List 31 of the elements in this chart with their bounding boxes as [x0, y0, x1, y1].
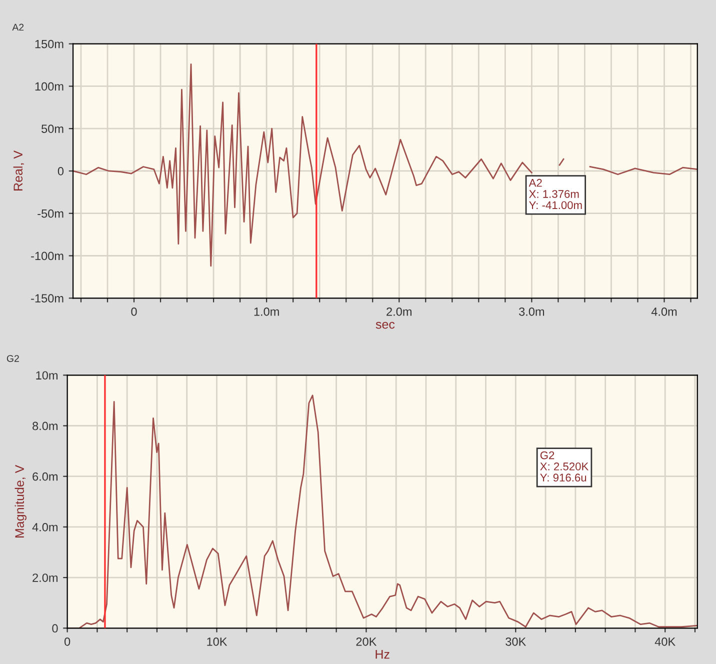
chart-title: G2 [6, 355, 19, 362]
x-tick-label: 1.0m [254, 307, 279, 316]
y-tick-label: -150m [31, 294, 64, 303]
y-tick-label: 6.0m [32, 472, 58, 481]
x-tick-label: 2.0m [386, 307, 412, 316]
y-axis-title: Magnitude, V [14, 464, 26, 538]
x-tick-label: 0 [64, 637, 70, 646]
chart-title: A2 [12, 24, 24, 31]
y-tick-label: 50m [42, 124, 64, 133]
annotation: A2 X: 1.376m Y: -41.00m [528, 178, 582, 210]
y-tick-label: -100m [31, 252, 64, 260]
x-tick-label: 0 [131, 307, 137, 316]
y-tick-label: -50m [38, 209, 64, 218]
y-tick-label: 0 [52, 624, 58, 633]
x-tick-label: 10K [207, 637, 228, 646]
x-tick-label: 4.0m [651, 307, 677, 316]
y-tick-label: 2.0m [32, 574, 58, 582]
x-tick-label: 3.0m [519, 307, 544, 316]
y-axis-title: Real, V [13, 150, 24, 190]
x-axis-title: Hz [376, 650, 390, 659]
x-tick-label: 20K [356, 637, 377, 646]
x-tick-label: 40K [654, 637, 676, 646]
y-tick-label: 4.0m [32, 522, 58, 532]
y-tick-label: 150m [35, 40, 64, 48]
x-tick-label: 30K [506, 637, 526, 646]
y-tick-label: 0 [58, 167, 64, 176]
y-tick-label: 100m [35, 82, 64, 91]
x-axis-title: sec [376, 322, 395, 329]
y-tick-label: 8.0m [32, 422, 58, 430]
y-tick-label: 10m [36, 371, 58, 380]
annotation: G2 X: 2.520K Y: 916.6u [540, 451, 589, 482]
